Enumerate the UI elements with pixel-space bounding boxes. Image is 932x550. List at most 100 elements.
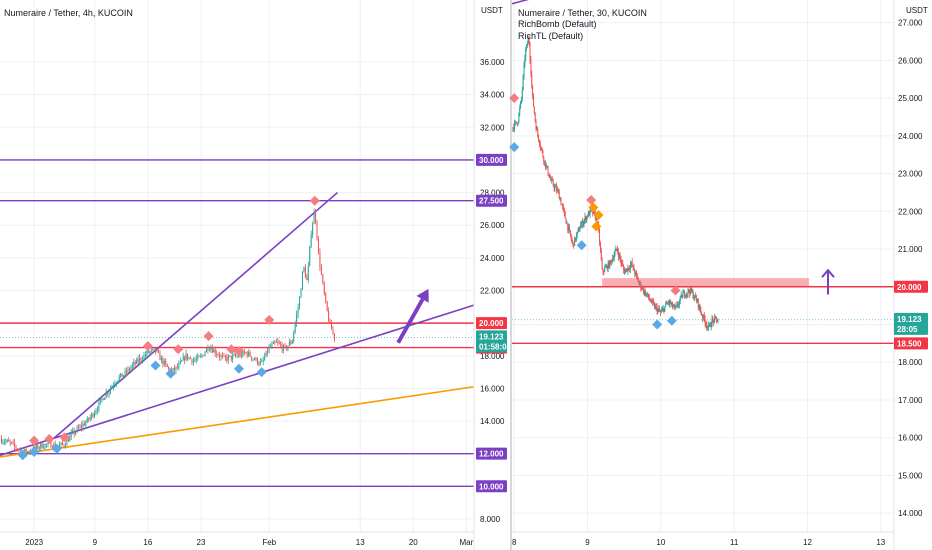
candle-body — [38, 447, 40, 449]
candle-body — [514, 121, 516, 123]
candle-body — [577, 229, 579, 232]
candle-body — [608, 262, 610, 268]
candle-body — [585, 216, 587, 221]
trend-arrow-head — [821, 268, 835, 278]
candle-body — [235, 354, 237, 357]
price-level-badge — [476, 480, 507, 493]
y-tick-label: 15.000 — [898, 471, 923, 480]
candle-body — [143, 355, 145, 360]
candle-body — [678, 304, 680, 306]
candle-body — [635, 272, 637, 275]
candle-body — [639, 282, 641, 284]
candle-body — [706, 324, 708, 328]
candle-body — [638, 282, 640, 284]
candle-body — [283, 345, 285, 351]
price-level-badge-label: 20.000 — [897, 283, 922, 292]
candle-body — [637, 278, 639, 283]
indicator-richbomb[interactable]: RichBomb (Default) — [518, 19, 597, 29]
candle-body — [83, 423, 85, 426]
candle-body — [716, 319, 718, 322]
candle-body — [78, 427, 80, 429]
candle-body — [88, 418, 90, 420]
candle-body — [676, 304, 678, 307]
candle-body — [513, 127, 515, 130]
candle-body — [619, 254, 621, 260]
candle-body — [34, 446, 36, 449]
candle-body — [139, 358, 141, 362]
candle-body — [307, 265, 309, 281]
candle-body — [69, 435, 71, 442]
y-tick-label: 8.000 — [480, 515, 501, 524]
candle-body — [618, 254, 620, 258]
candle-body — [689, 291, 691, 294]
candle-body — [239, 354, 241, 357]
x-tick-label: 11 — [730, 538, 739, 547]
candle-body — [666, 302, 668, 304]
candle-body — [162, 357, 164, 365]
candle-body — [133, 362, 135, 365]
candle-body — [99, 398, 101, 402]
candle-body — [271, 343, 273, 347]
candle-body — [281, 345, 283, 351]
candle-body — [63, 444, 65, 446]
sell-signal-marker — [586, 194, 597, 205]
candle-body — [150, 349, 152, 352]
right-arrow — [821, 268, 835, 295]
candle-body — [66, 439, 68, 446]
y-tick-label: 23.000 — [898, 170, 923, 179]
candle-body — [5, 441, 7, 443]
candle-body — [571, 239, 573, 242]
candle-body — [176, 366, 178, 368]
candle-body — [547, 166, 549, 175]
price-level-badge — [476, 317, 507, 330]
candle-body — [572, 241, 574, 244]
candle-body — [712, 318, 714, 320]
candle-body — [214, 349, 216, 354]
candle-body — [284, 345, 286, 347]
candle-body — [698, 304, 700, 308]
candle-body — [185, 353, 187, 361]
candle-body — [522, 75, 524, 90]
buy-signal-marker — [233, 363, 244, 374]
left-axis-unit: USDT — [481, 6, 503, 15]
candle-body — [147, 350, 149, 353]
candle-body — [515, 121, 517, 123]
candle-body — [705, 324, 707, 325]
candle-body — [695, 295, 697, 299]
candle-body — [198, 355, 200, 357]
candle-body — [603, 271, 605, 273]
indicator-richtl[interactable]: RichTL (Default) — [518, 31, 583, 41]
candle-body — [144, 354, 146, 356]
x-tick-label: 23 — [197, 538, 206, 547]
y-tick-label: 25.000 — [898, 94, 923, 103]
candle-body — [587, 211, 589, 217]
candle-body — [682, 293, 684, 298]
candle-body — [24, 449, 26, 452]
candle-body — [520, 98, 522, 102]
candle-body — [564, 212, 566, 219]
candle-body — [593, 210, 595, 213]
candle-body — [524, 58, 526, 65]
candle-body — [16, 448, 18, 451]
candle-body — [102, 398, 104, 401]
buy-signal-marker — [509, 142, 520, 153]
candle-body — [683, 291, 685, 294]
candle-body — [717, 320, 719, 322]
candle-body — [118, 376, 120, 381]
candle-body — [560, 199, 562, 205]
candle-body — [665, 303, 667, 307]
candle-body — [310, 234, 312, 247]
candle-body — [576, 231, 578, 236]
candle-body — [575, 237, 577, 241]
trend-line — [0, 385, 475, 458]
orange-signal-marker — [593, 210, 604, 221]
candle-body — [527, 38, 529, 44]
candle-body — [581, 221, 583, 226]
candle-body — [303, 267, 305, 272]
candle-body — [316, 221, 318, 239]
candle-body — [660, 311, 662, 313]
candle-body — [75, 431, 77, 434]
candle-body — [12, 442, 14, 443]
sell-signal-marker — [264, 314, 275, 325]
candle-body — [694, 295, 696, 298]
